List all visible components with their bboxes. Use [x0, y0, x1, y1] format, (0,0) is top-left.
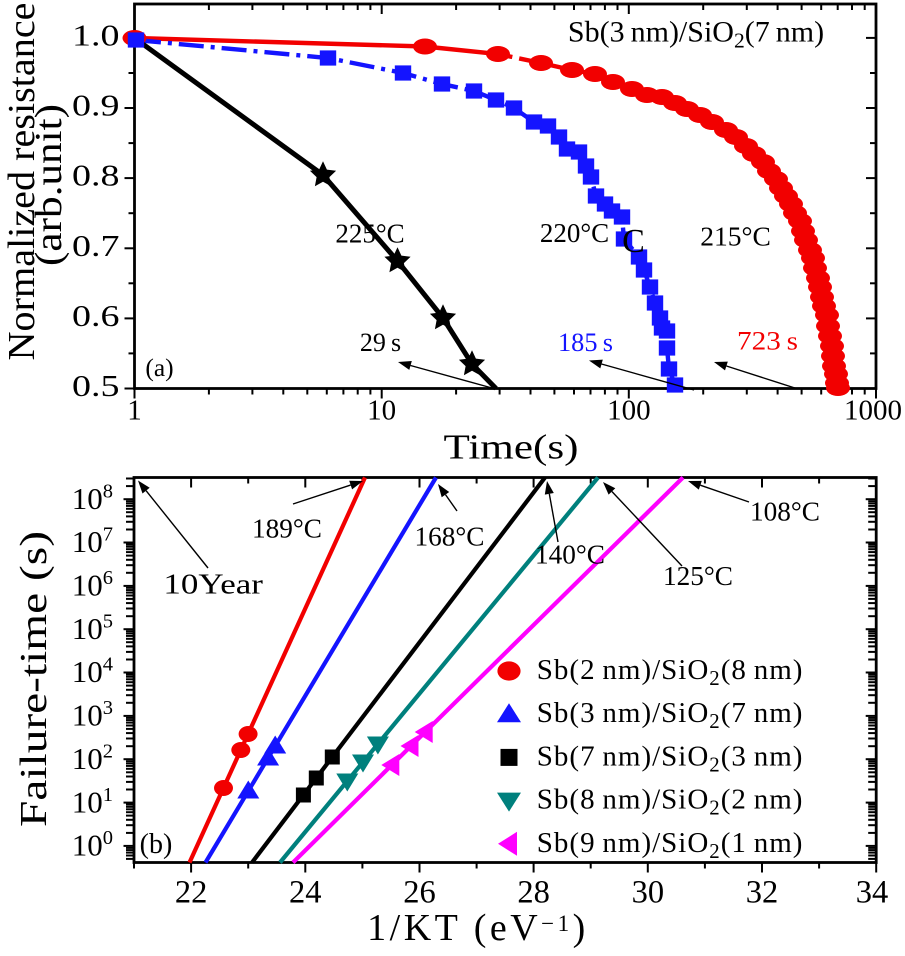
svg-text:0.6: 0.6: [72, 298, 120, 333]
svg-text:Sb(3 nm)/SiO2​(7 nm): Sb(3 nm)/SiO2​(7 nm): [537, 697, 804, 733]
svg-text:(arb.unit): (arb.unit): [28, 104, 70, 266]
svg-text:168°C: 168°C: [415, 522, 485, 552]
svg-text:Sb(8 nm)/SiO2​(2 nm): Sb(8 nm)/SiO2​(2 nm): [537, 784, 804, 820]
svg-text:Sb(3 nm)/SiO2​(7 nm): Sb(3 nm)/SiO2​(7 nm): [568, 16, 824, 53]
svg-text:10: 10: [367, 394, 396, 426]
svg-text:34: 34: [856, 875, 889, 911]
svg-text:0.9: 0.9: [72, 88, 120, 123]
svg-text:24: 24: [289, 875, 322, 911]
svg-text:29 s: 29 s: [360, 328, 401, 357]
svg-text:(a): (a): [145, 353, 173, 382]
svg-text:Failure-time (s): Failure-time (s): [13, 531, 55, 827]
svg-text:189°C: 189°C: [252, 514, 322, 544]
svg-text:0.5: 0.5: [72, 368, 120, 403]
svg-text:215°C: 215°C: [700, 221, 771, 252]
svg-text:1: 1: [127, 394, 142, 426]
svg-text:(b): (b): [140, 829, 173, 860]
svg-text:100: 100: [607, 394, 651, 426]
svg-text:185 s: 185 s: [558, 328, 613, 357]
svg-text:28: 28: [517, 875, 550, 911]
svg-text:Sb(2 nm)/SiO2​(8 nm): Sb(2 nm)/SiO2​(8 nm): [537, 654, 804, 690]
svg-text:220°C: 220°C: [540, 218, 609, 248]
svg-text:Time(s): Time(s): [444, 428, 579, 467]
svg-text:140°C: 140°C: [535, 540, 605, 570]
svg-text:22: 22: [175, 875, 208, 911]
svg-text:10Year: 10Year: [163, 569, 263, 600]
svg-text:723 s: 723 s: [737, 327, 798, 356]
svg-text:32: 32: [746, 875, 779, 911]
svg-text:1000: 1000: [844, 394, 902, 426]
svg-text:225°C: 225°C: [335, 219, 404, 249]
svg-text:30: 30: [632, 875, 665, 911]
svg-text:0.7: 0.7: [72, 228, 120, 263]
svg-text:125°C: 125°C: [663, 561, 733, 591]
svg-text:1.0: 1.0: [72, 18, 120, 53]
svg-text:Sb(7 nm)/SiO2​(3 nm): Sb(7 nm)/SiO2​(3 nm): [537, 740, 804, 776]
svg-text:0.8: 0.8: [72, 158, 120, 193]
svg-text:26: 26: [403, 875, 436, 911]
svg-text:Normalized resistance: Normalized resistance: [1, 3, 43, 361]
svg-text:Sb(9 nm)/SiO2​(1 nm): Sb(9 nm)/SiO2​(1 nm): [537, 827, 804, 863]
svg-text:C: C: [622, 223, 645, 260]
svg-text:108°C: 108°C: [750, 497, 820, 527]
